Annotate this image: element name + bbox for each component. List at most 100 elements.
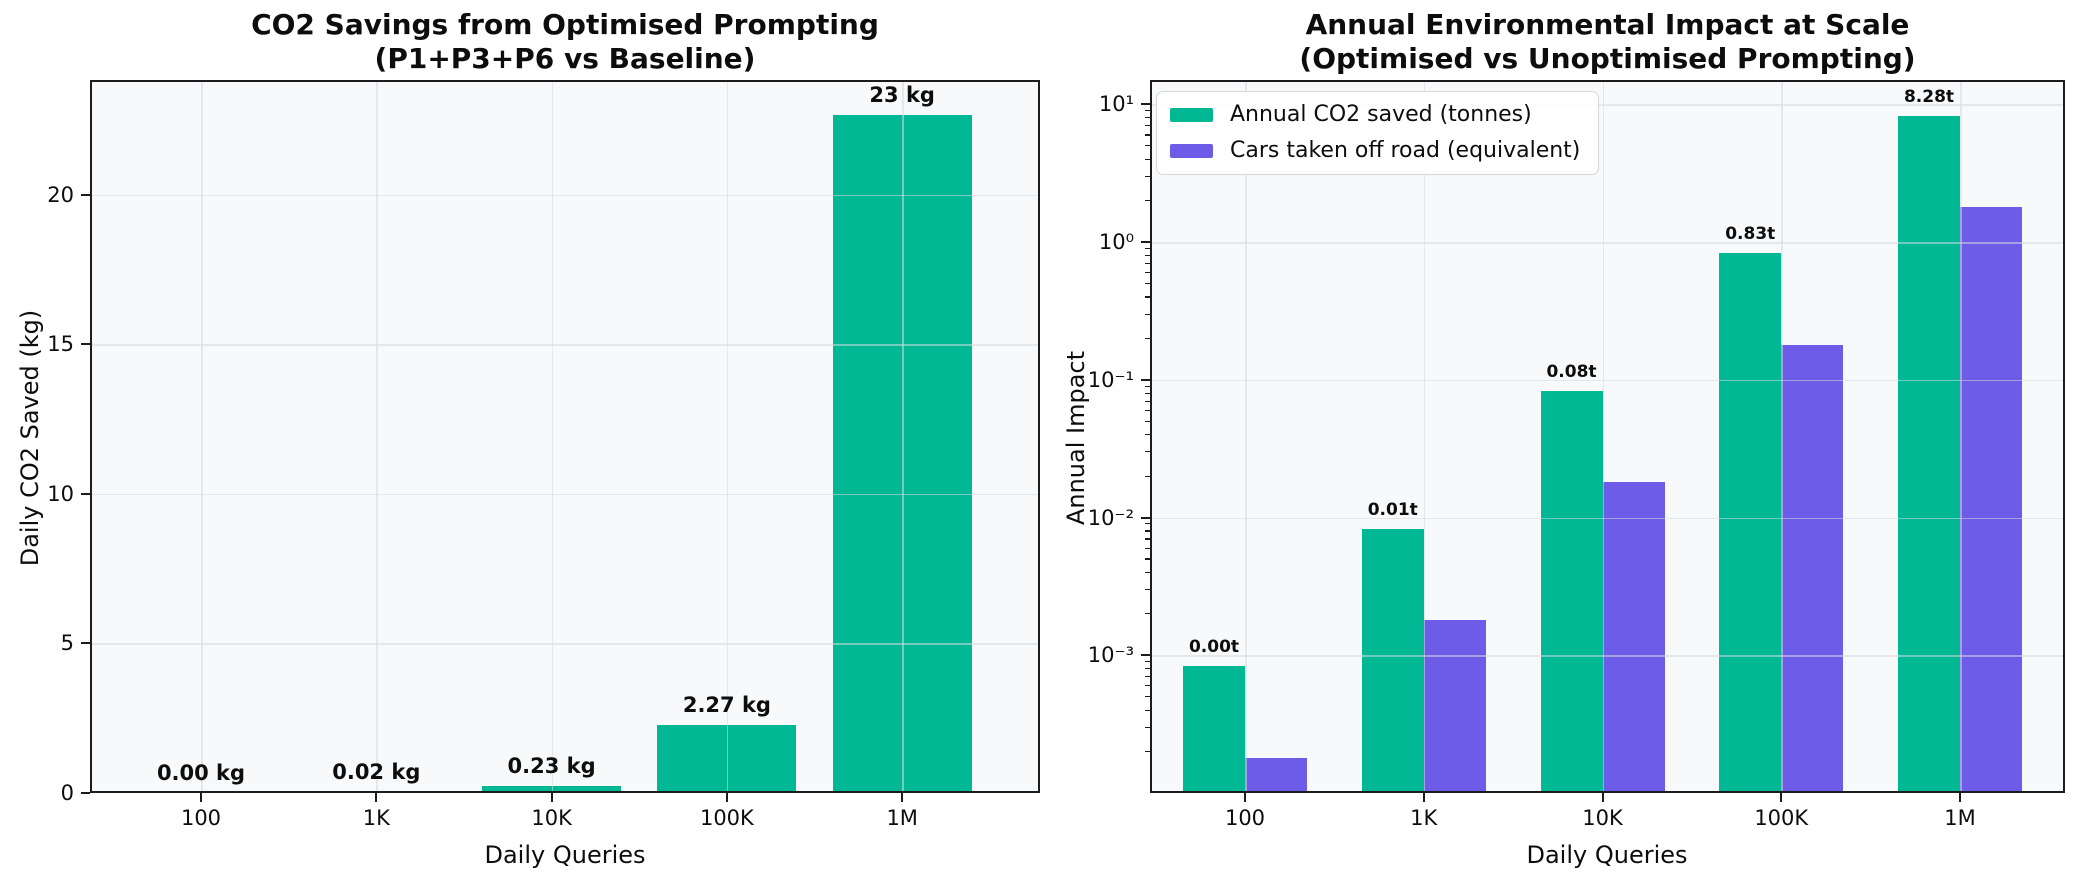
y-minor-tick-mark xyxy=(1145,313,1150,315)
y-minor-tick-mark xyxy=(1145,110,1150,112)
y-minor-tick-mark xyxy=(1145,125,1150,127)
bar-100K-co2 xyxy=(1719,253,1782,793)
y-tick-mark xyxy=(81,642,90,645)
y-tick-label: 5 xyxy=(60,631,74,656)
legend: Annual CO2 saved (tonnes) Cars taken off… xyxy=(1156,91,1600,175)
gridline-x-1K xyxy=(1423,80,1426,793)
y-minor-tick-mark xyxy=(1145,434,1150,436)
legend-item-co2-saved: Annual CO2 saved (tonnes) xyxy=(1170,103,1580,127)
y-tick-label: 10⁰ xyxy=(1098,230,1134,254)
gridline-y-10 xyxy=(1150,104,2065,106)
bar-1K-co2 xyxy=(1361,528,1424,793)
x-tick-mark xyxy=(1601,793,1604,802)
x-tick-mark xyxy=(725,793,728,802)
bar-value-label: 0.83t xyxy=(1725,224,1776,245)
y-minor-tick-mark xyxy=(1145,685,1150,687)
gridline-y-10 xyxy=(90,493,1040,496)
x-tick-label: 10K xyxy=(531,806,572,830)
y-minor-tick-mark xyxy=(1145,409,1150,411)
x-tick-mark xyxy=(1244,793,1246,802)
bar-value-label: 2.27 kg xyxy=(682,693,771,718)
y-tick-label: 10⁻² xyxy=(1087,505,1134,530)
gridline-y-20 xyxy=(90,194,1040,197)
y-minor-tick-mark xyxy=(1145,247,1150,249)
y-minor-tick-mark xyxy=(1145,272,1150,274)
bar-100-cars xyxy=(1245,757,1307,793)
y-tick-mark xyxy=(1141,103,1150,106)
y-minor-tick-mark xyxy=(1145,282,1150,285)
left-axes: 0.00 kg 0.02 kg 0.23 kg 2.27 kg 23 kg xyxy=(90,80,1040,793)
bar-10K-co2 xyxy=(1540,390,1603,793)
y-tick-mark xyxy=(1141,241,1150,243)
y-tick-mark xyxy=(81,492,90,495)
gridline-y-15 xyxy=(90,344,1040,346)
gridline-y-0.1 xyxy=(1150,379,2065,382)
x-tick-label: 1K xyxy=(1410,806,1438,830)
y-minor-tick-mark xyxy=(1145,134,1150,136)
gridline-y-5 xyxy=(90,643,1040,645)
y-tick-label: 15 xyxy=(47,332,74,357)
legend-label-cars-off-road: Cars taken off road (equivalent) xyxy=(1230,138,1581,163)
y-tick-mark xyxy=(81,193,90,196)
legend-swatch-co2-saved xyxy=(1170,108,1213,122)
x-tick-mark xyxy=(550,793,553,802)
gridline-x-1M xyxy=(902,80,904,793)
x-tick-label: 100 xyxy=(1224,806,1266,830)
y-tick-label: 10⁻³ xyxy=(1087,643,1134,668)
y-minor-tick-mark xyxy=(1145,451,1150,453)
y-minor-tick-mark xyxy=(1145,400,1150,402)
y-minor-tick-mark xyxy=(1145,117,1150,119)
x-tick-label: 1M xyxy=(1944,806,1976,830)
gridline-x-100K xyxy=(726,80,729,793)
gridline-x-100 xyxy=(201,80,203,793)
y-minor-tick-mark xyxy=(1145,751,1150,753)
y-minor-tick-mark xyxy=(1145,726,1150,728)
y-minor-tick-mark xyxy=(1145,530,1150,532)
y-minor-tick-mark xyxy=(1145,296,1150,298)
y-tick-mark xyxy=(1141,516,1150,519)
x-tick-mark xyxy=(375,793,378,802)
y-tick-mark xyxy=(1141,654,1150,657)
y-minor-tick-mark xyxy=(1145,158,1150,160)
left-chart-title: CO2 Savings from Optimised Prompting (P1… xyxy=(90,8,1040,76)
gridline-x-1M xyxy=(1960,80,1962,793)
y-minor-tick-mark xyxy=(1145,696,1150,698)
legend-label-co2-saved: Annual CO2 saved (tonnes) xyxy=(1230,102,1532,127)
x-tick-label: 100 xyxy=(180,806,222,830)
bar-100K-cars xyxy=(1781,344,1844,793)
y-minor-tick-mark xyxy=(1145,475,1150,477)
y-tick-label: 10¹ xyxy=(1098,92,1134,117)
gridline-x-1K xyxy=(376,80,378,793)
x-tick-mark xyxy=(1959,793,1961,802)
x-tick-mark xyxy=(1422,793,1425,802)
bar-1K-cars xyxy=(1423,620,1486,793)
x-tick-label: 1M xyxy=(886,806,918,830)
right-chart-title-line2: (Optimised vs Unoptimised Prompting) xyxy=(1299,42,1916,75)
left-chart-title-line1: CO2 Savings from Optimised Prompting xyxy=(251,8,879,41)
bar-value-label: 0.00 kg xyxy=(156,760,246,785)
bar-value-label: 0.01t xyxy=(1367,499,1418,520)
right-chart-title-line1: Annual Environmental Impact at Scale xyxy=(1305,8,1910,41)
y-minor-tick-mark xyxy=(1145,538,1150,540)
y-minor-tick-mark xyxy=(1145,392,1150,394)
y-tick-label: 0 xyxy=(60,781,74,805)
y-minor-tick-mark xyxy=(1145,613,1150,615)
bar-1M-cars xyxy=(1960,206,2022,793)
bar-value-label: 23 kg xyxy=(869,83,935,108)
y-minor-tick-mark xyxy=(1145,668,1150,670)
y-minor-tick-mark xyxy=(1145,200,1150,202)
gridline-y-1 xyxy=(1150,242,2065,244)
y-minor-tick-mark xyxy=(1145,262,1150,265)
x-tick-label: 10K xyxy=(1582,806,1623,830)
y-minor-tick-mark xyxy=(1145,420,1150,422)
gridline-y-0.01 xyxy=(1150,517,2065,519)
gridline-x-10K xyxy=(1602,80,1604,793)
y-minor-tick-mark xyxy=(1145,571,1150,573)
y-minor-tick-mark xyxy=(1145,254,1150,257)
bar-value-label: 0.08t xyxy=(1546,361,1597,382)
y-minor-tick-mark xyxy=(1145,558,1150,560)
y-minor-tick-mark xyxy=(1145,175,1150,177)
x-tick-label: 100K xyxy=(1754,806,1809,830)
x-tick-label: 1K xyxy=(362,806,390,830)
left-x-axis-label: Daily Queries xyxy=(484,841,646,869)
